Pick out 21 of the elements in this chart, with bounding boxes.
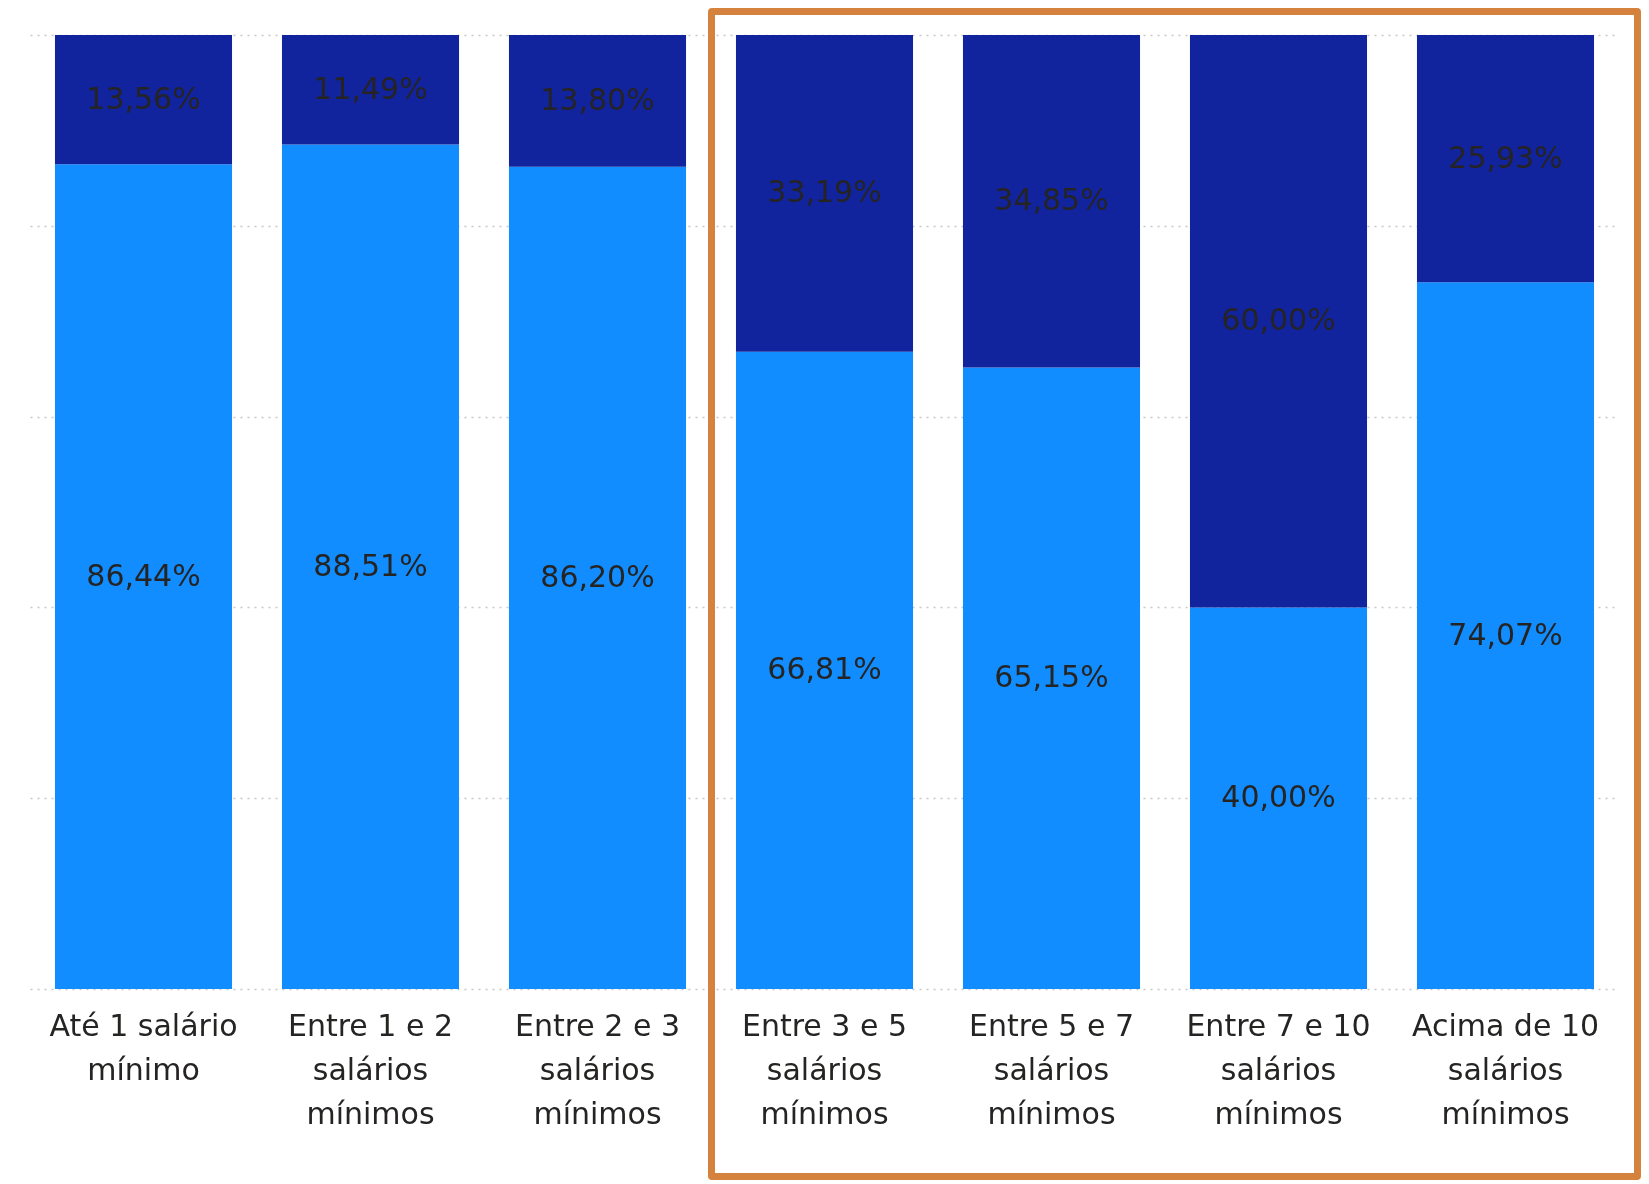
data-label: 13,80% [540, 81, 655, 117]
x-tick-label: Entre 2 e 3 salários mínimos [514, 1007, 681, 1131]
data-label: 65,15% [994, 659, 1109, 695]
data-label: 86,44% [86, 557, 201, 593]
x-tick-label: Até 1 salário mínimo [49, 1007, 238, 1087]
x-tick-label: Entre 1 e 2 salários mínimos [287, 1007, 454, 1131]
data-label: 88,51% [313, 547, 428, 583]
x-tick-label: Entre 3 e 5 salários mínimos [741, 1007, 908, 1131]
x-tick-label: Entre 5 e 7 salários mínimos [968, 1007, 1135, 1131]
data-label: 40,00% [1221, 779, 1336, 815]
data-label: 33,19% [767, 174, 882, 210]
data-label: 25,93% [1448, 139, 1563, 175]
data-label: 60,00% [1221, 302, 1336, 338]
data-label: 74,07% [1448, 616, 1563, 652]
data-label: 86,20% [540, 558, 655, 594]
x-tick-label: Entre 7 e 10 salários mínimos [1186, 1007, 1371, 1131]
data-label: 34,85% [994, 182, 1109, 218]
data-label: 11,49% [313, 70, 428, 106]
x-tick-label: Acima de 10 salários mínimos [1411, 1007, 1600, 1131]
data-label: 13,56% [86, 80, 201, 116]
data-label: 66,81% [767, 651, 882, 687]
